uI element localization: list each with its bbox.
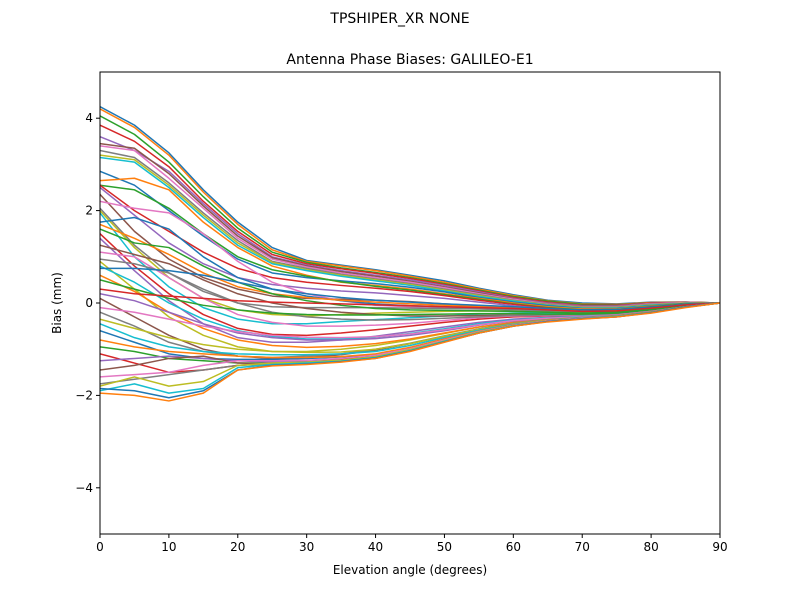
y-tick-label: 2 [85, 204, 93, 218]
x-tick-label: 60 [506, 540, 521, 554]
series-layer [100, 105, 720, 402]
series-line-31 [100, 267, 720, 311]
y-tick-label: −2 [75, 388, 93, 402]
series-line-34 [100, 288, 720, 313]
series-line-23 [100, 228, 720, 314]
x-tick-label: 90 [712, 540, 727, 554]
series-line-33 [100, 279, 720, 316]
y-tick-label: −4 [75, 481, 93, 495]
chart-title: Antenna Phase Biases: GALILEO-E1 [286, 52, 533, 68]
x-tick-label: 50 [437, 540, 452, 554]
x-axis: 0 10 20 30 40 50 60 70 80 90 [96, 534, 728, 554]
x-tick-label: 20 [230, 540, 245, 554]
y-tick-label: 0 [85, 296, 93, 310]
y-tick-label: 4 [85, 111, 93, 125]
y-axis: −4 −2 0 2 4 [75, 111, 100, 495]
x-tick-label: 70 [575, 540, 590, 554]
y-axis-label: Bias (mm) [50, 272, 64, 334]
x-axis-label: Elevation angle (degrees) [333, 563, 487, 577]
series-line-52 [100, 302, 720, 402]
x-tick-label: 10 [161, 540, 176, 554]
x-tick-label: 40 [368, 540, 383, 554]
figure-suptitle: TPSHIPER_XR NONE [329, 11, 469, 27]
x-tick-label: 30 [299, 540, 314, 554]
x-tick-label: 0 [96, 540, 104, 554]
x-tick-label: 80 [643, 540, 658, 554]
